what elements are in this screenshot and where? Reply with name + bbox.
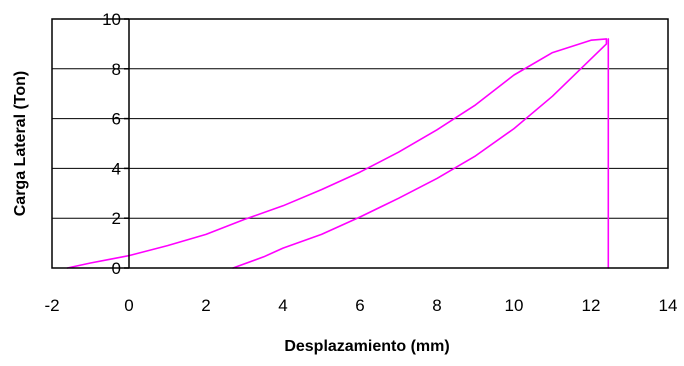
x-tick-label: 6 [355,296,364,315]
y-tick-label: 8 [112,60,121,79]
y-tick-label: 4 [112,159,121,178]
y-tick-label: 2 [112,209,121,228]
x-tick-label: 12 [582,296,601,315]
y-tick-label: 6 [112,110,121,129]
series-line [66,38,608,269]
x-tick-label: 4 [278,296,287,315]
x-tick-label: 14 [659,296,678,315]
y-axis-title: Carga Lateral (Ton) [12,71,29,217]
x-tick-label: 8 [432,296,441,315]
x-tick-label: 10 [505,296,524,315]
y-tick-label: 10 [102,10,121,29]
x-tick-label: 2 [201,296,210,315]
grid-layer [52,18,668,269]
plot-frame [51,18,669,269]
x-tick-label: 0 [124,296,133,315]
x-tick-label: -2 [44,296,59,315]
series-layer [66,38,610,269]
y-tick-label: 0 [112,259,121,278]
x-axis-title: Desplazamiento (mm) [284,338,449,355]
tick-layer: 0 2 4 6 8 10 -2 0 2 4 6 8 10 12 14 [44,10,677,315]
